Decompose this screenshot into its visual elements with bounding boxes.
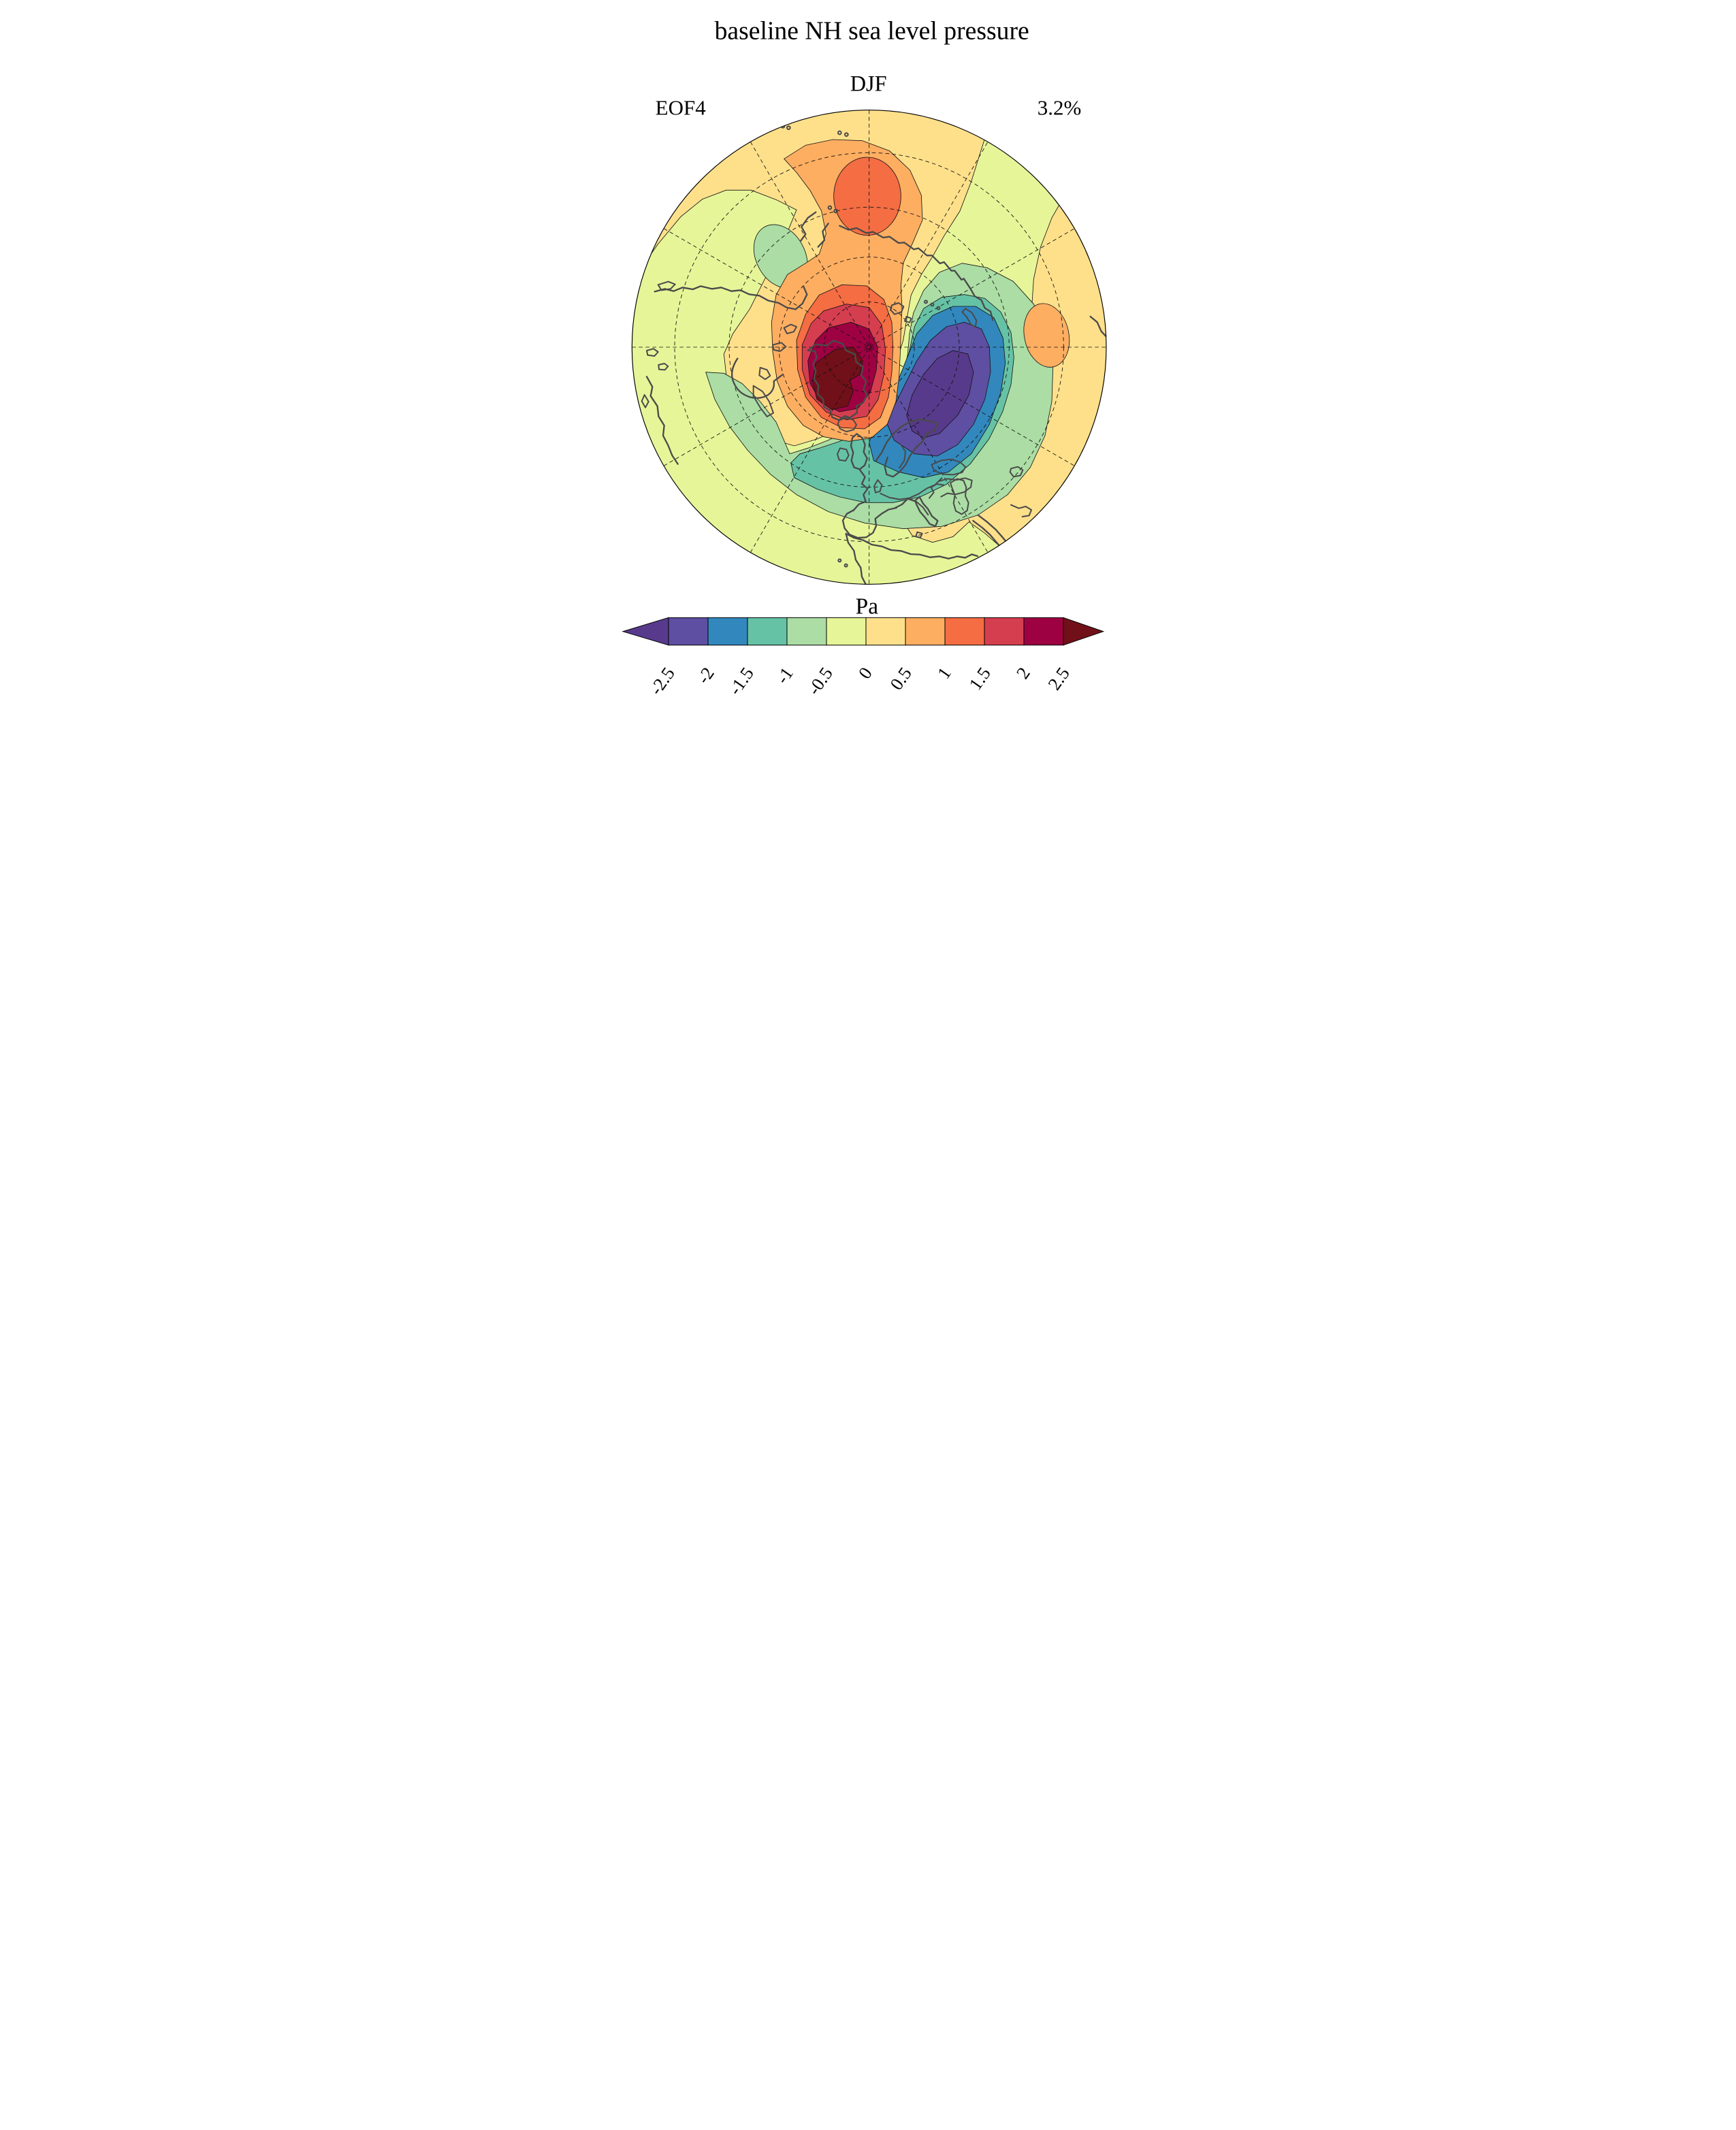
coast-iberia	[841, 506, 897, 539]
meridian-150-330	[750, 142, 988, 553]
colorbar-over-arrow	[1063, 617, 1105, 646]
season-label: DJF	[850, 71, 887, 95]
colorbar-tick: -2	[693, 664, 718, 688]
colorbar-segment	[707, 617, 748, 646]
graticule	[632, 110, 1106, 585]
coast-na-west	[645, 376, 679, 465]
coast-adriatic-sicily	[909, 498, 929, 538]
contour-oval-urals-positive	[1023, 303, 1070, 368]
coast-siberia-arctic	[839, 225, 994, 321]
variance-label: 3.2%	[1038, 95, 1082, 119]
meridian-30-210	[750, 142, 988, 553]
coast-east-edge	[1089, 315, 1106, 349]
franz-josef-dots	[924, 300, 941, 310]
colorbar-tick: 2	[1012, 664, 1034, 683]
colorbar-tick: 2.5	[1044, 664, 1074, 694]
colorbar-tick: -0.5	[803, 664, 837, 699]
colorbar-tick: 0	[854, 664, 876, 683]
colorbar-tick: 0.5	[886, 664, 916, 694]
coast-caspian-sea	[950, 478, 969, 515]
colorbar-under-arrow	[622, 617, 669, 646]
coast-red-sea	[972, 514, 1010, 551]
colorbar-segment	[826, 617, 867, 646]
colorbar-tick-labels: -2.5 -2 -1.5 -1 -0.5 0 0.5 1 1.5 2 2.5	[645, 664, 1074, 699]
colorbar-units-label: Pa	[856, 594, 879, 619]
coast-hudson-bay	[730, 357, 784, 399]
coast-na-islands-lakes	[641, 280, 676, 408]
coast-scandinavia	[875, 418, 939, 478]
colorbar-segment	[984, 617, 1025, 646]
colorbar-tick: -1	[772, 664, 797, 688]
meridian-60-240	[663, 228, 1075, 466]
coast-ireland	[837, 447, 850, 462]
colorbar-segment	[668, 617, 709, 646]
eof-figure: baseline NH sea level pressure DJF EOF4 …	[622, 16, 1107, 699]
contour-core-positive	[811, 346, 863, 410]
colorbar-segment	[905, 617, 946, 646]
contour-core-arctic-positive	[833, 157, 901, 236]
coast-persian-gulf	[1010, 504, 1032, 517]
coast-north-america-arctic	[654, 285, 808, 310]
coast-greece-anatolia	[929, 477, 973, 499]
colorbar-tick: -2.5	[645, 664, 679, 699]
coast-black-sea	[931, 458, 967, 476]
colorbar-tick: 1.5	[965, 664, 995, 694]
coast-aral-sea	[1009, 466, 1024, 478]
meridian-120-300	[663, 228, 1075, 466]
colorbar: Pa -2.5 -2 -1.5 -1 -0.5 0 0.5 1 1.5 2 2.…	[622, 594, 1105, 699]
coast-north-africa	[845, 532, 979, 560]
colorbar-segment	[747, 617, 788, 646]
colorbar-segment	[865, 617, 906, 646]
canary-islands-dots	[837, 558, 848, 568]
coastlines	[641, 123, 1106, 585]
coast-greenland	[807, 340, 868, 421]
figure-title: baseline NH sea level pressure	[715, 16, 1029, 45]
coast-svalbard	[890, 302, 912, 323]
coast-france-atlantic	[852, 469, 869, 512]
colorbar-segment	[1023, 617, 1064, 646]
coast-bering-strait	[799, 211, 829, 248]
polar-map	[632, 110, 1106, 585]
colorbar-segment	[944, 617, 985, 646]
coast-nw-africa-atlantic	[845, 532, 867, 585]
colorbar-tick: 1	[933, 664, 955, 683]
coast-novaya-zemlya	[961, 308, 978, 328]
colorbar-segment	[786, 617, 827, 646]
map-boundary-circle	[631, 110, 1107, 585]
coast-canadian-arctic-islands	[752, 323, 797, 417]
colorbar-tick: -1.5	[724, 664, 758, 699]
eof-mode-label: EOF4	[656, 95, 707, 119]
coast-iceland	[837, 417, 857, 432]
contour-core-negative	[906, 350, 974, 438]
figure-page: baseline NH sea level pressure DJF EOF4 …	[579, 0, 1157, 710]
coast-britain	[850, 433, 868, 470]
